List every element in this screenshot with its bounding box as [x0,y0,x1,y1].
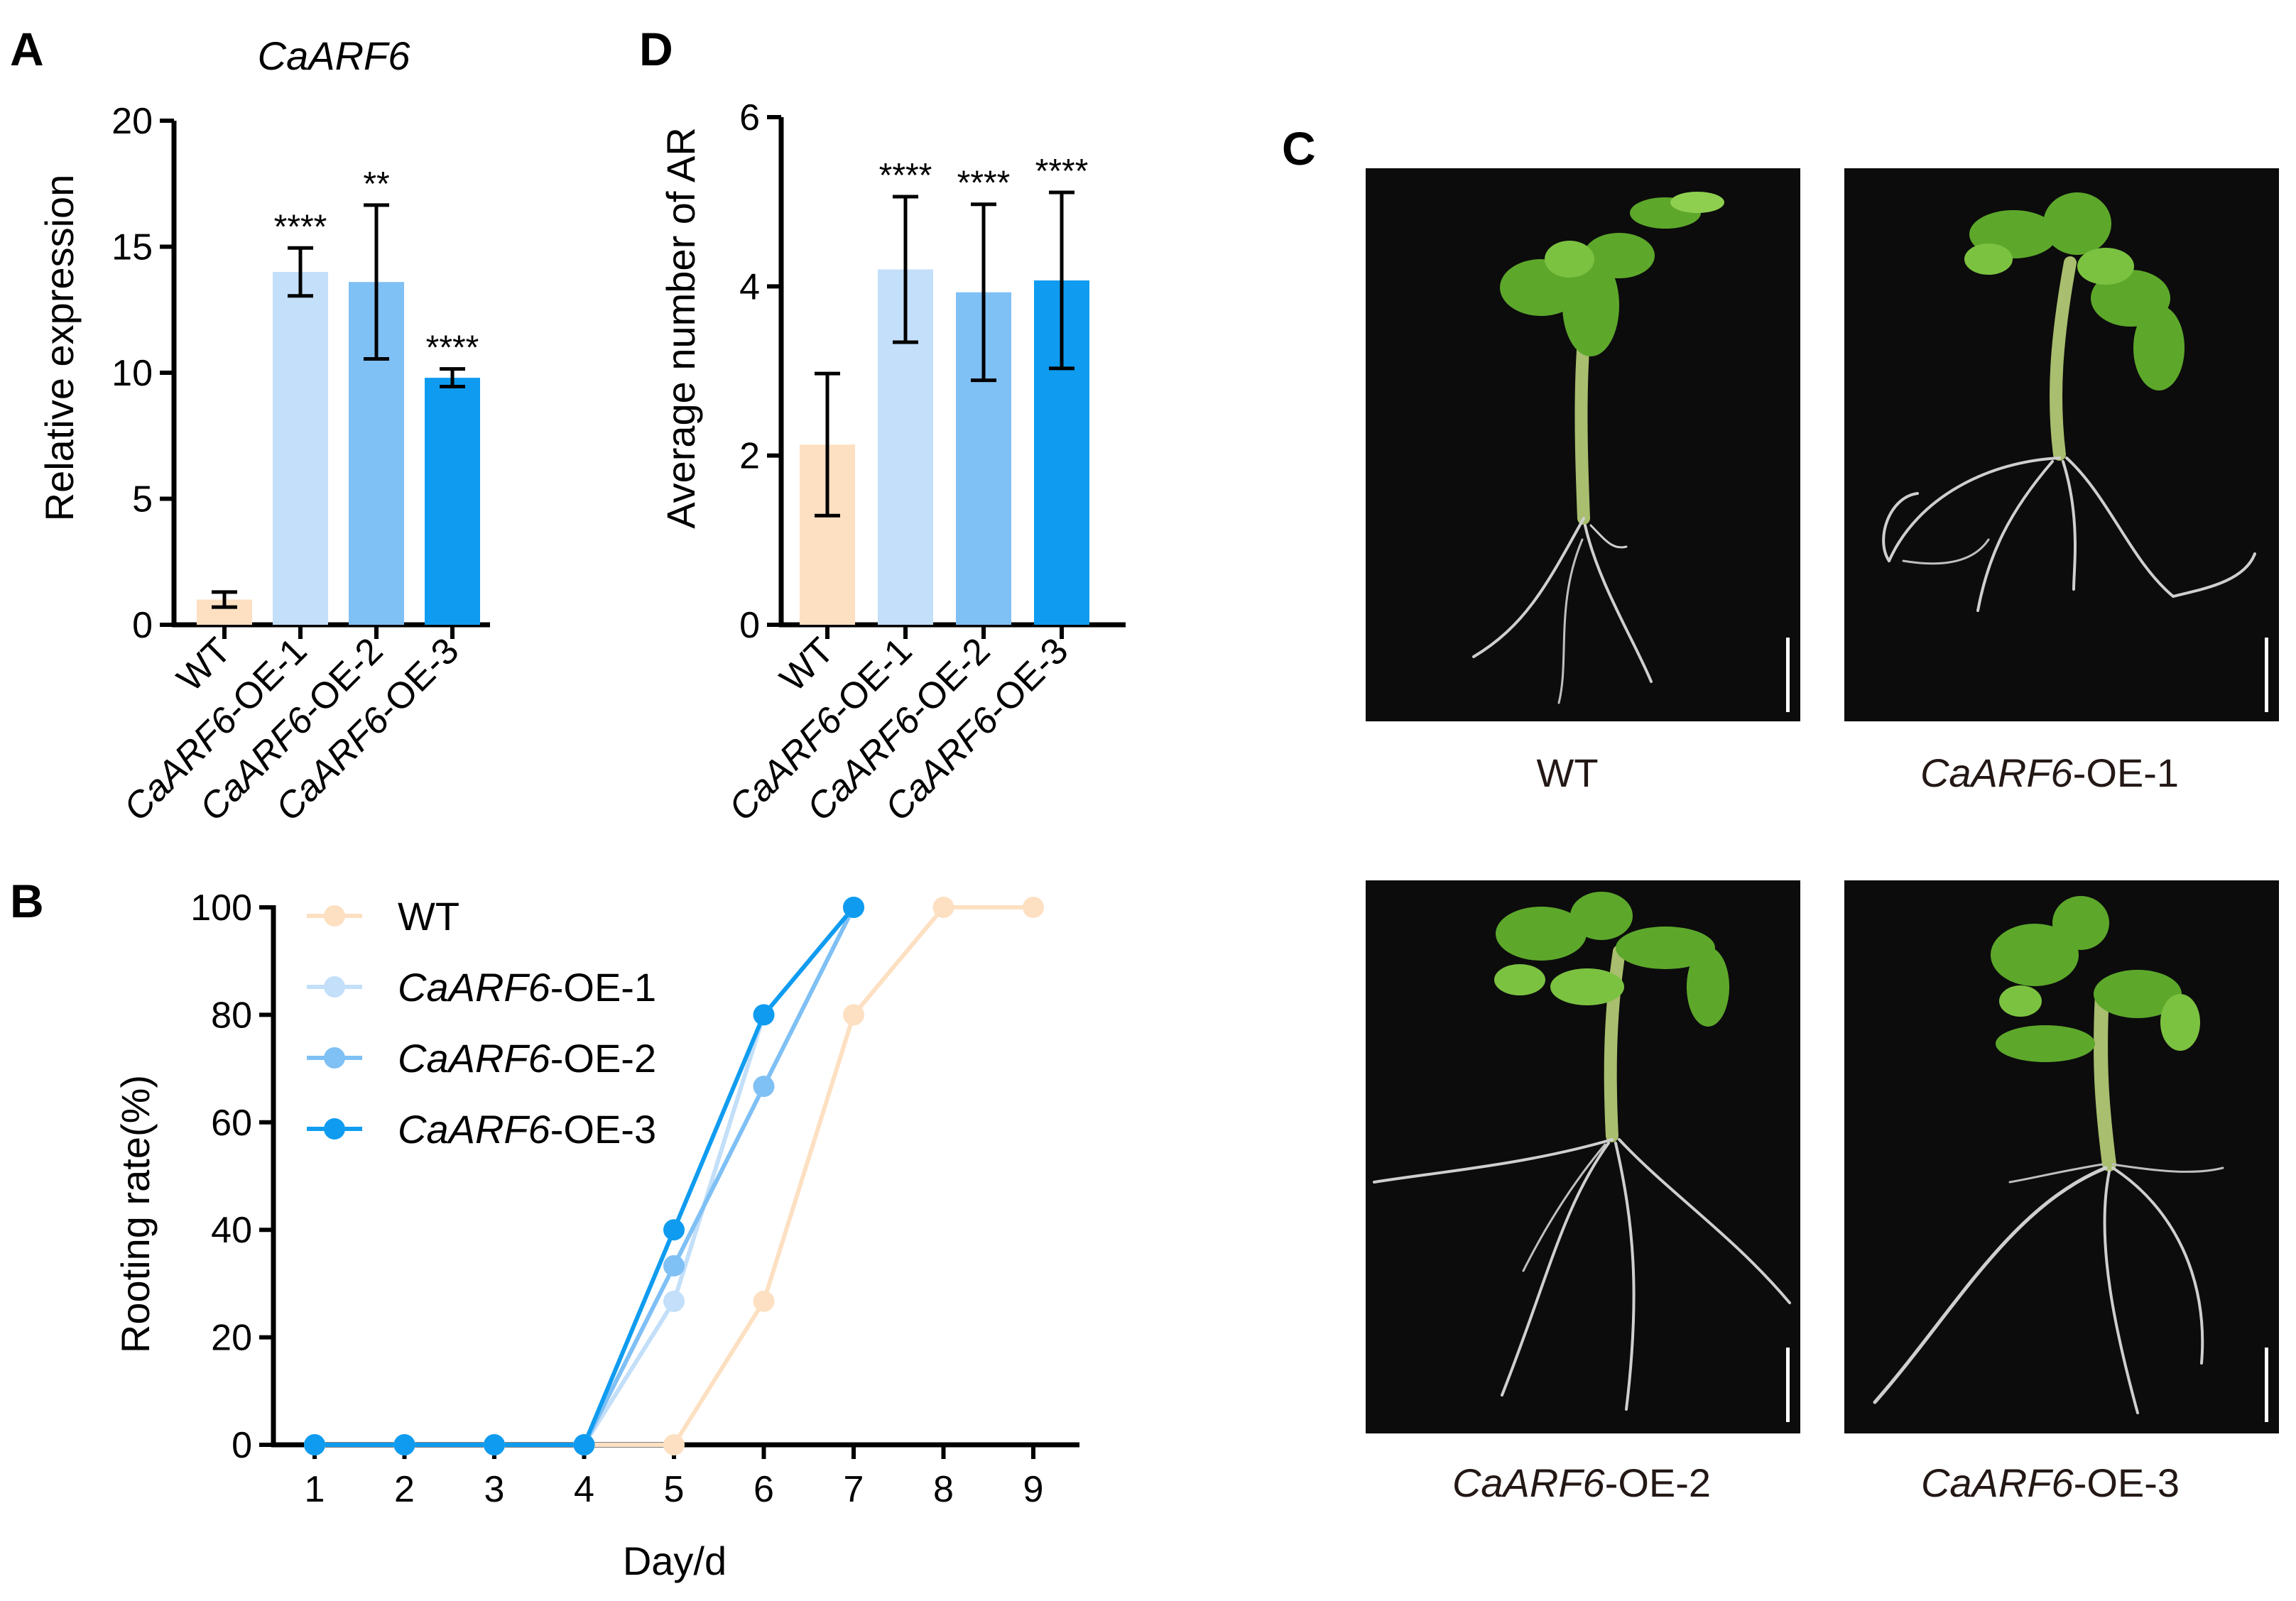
legend-marker [324,1118,345,1140]
x-tick-label: 8 [933,1469,954,1510]
x-tick-label: 6 [753,1469,774,1510]
seedling-photo-wt [1366,168,1800,721]
legend-label: WT [398,894,459,939]
chart-b-ylabel: Rooting rate(%) [113,1075,158,1353]
series-point-4 [304,1434,325,1455]
legend-marker [324,905,345,927]
series-point-3 [753,1076,775,1098]
photo-caption-wt: WT [1536,750,1598,795]
y-tick-label: 2 [739,436,760,477]
photo-caption-oe-2: CaARF6-OE-2 [1452,1460,1711,1505]
y-tick-label: 4 [739,266,760,307]
x-tick-label: 7 [844,1469,864,1510]
y-tick-label: 40 [211,1210,252,1251]
chart-a-expression: CaARF6 Relative expression 05101520WTCaA… [37,33,490,829]
series-point-4 [573,1434,595,1455]
significance-label: **** [1035,153,1089,190]
series-point-4 [663,1219,685,1241]
seedling-photo-oe-1 [1844,168,2279,721]
seedling-photo-oe-2 [1366,880,1800,1433]
legend-label: CaARF6-OE-3 [398,1107,656,1152]
panel-label-a: A [10,23,44,75]
y-tick-label: 0 [232,1425,252,1466]
y-tick-label: 100 [190,887,252,929]
y-tick-label: 80 [211,995,252,1036]
series-point-2 [663,1290,685,1312]
x-tick-label: 5 [664,1469,685,1510]
y-tick-label: 0 [132,605,153,646]
significance-label: **** [274,208,327,246]
photo-caption-oe-3: CaARF6-OE-3 [1921,1460,2180,1505]
x-tick-label: 9 [1023,1469,1044,1510]
legend-label: CaARF6-OE-2 [398,1036,656,1081]
series-point-4 [484,1434,505,1455]
x-tick-label: 4 [574,1469,594,1510]
significance-label: **** [957,165,1011,202]
y-tick-label: 5 [132,479,153,520]
significance-label: **** [426,329,479,367]
y-tick-label: 15 [111,227,153,268]
series-point-1 [663,1434,685,1455]
series-point-4 [393,1434,415,1455]
legend-marker [324,1047,345,1069]
series-point-1 [932,897,954,918]
bar-2 [273,272,328,625]
photo-caption-oe-1: CaARF6-OE-1 [1920,750,2179,795]
significance-label: **** [879,157,932,195]
y-tick-label: 10 [111,353,153,394]
chart-a-ylabel: Relative expression [37,175,82,522]
series-point-4 [843,897,864,918]
series-point-3 [663,1255,685,1277]
y-tick-label: 20 [111,101,153,142]
chart-d-ylabel: Average number of AR [658,127,703,529]
y-tick-label: 20 [211,1318,252,1359]
y-tick-label: 0 [739,605,760,646]
series-point-1 [1023,897,1044,918]
panel-c-photos: WT CaARF6-OE-1 CaARF6-OE-2 CaARF6-OE-3 [1366,168,2279,1505]
x-tick-label: 2 [394,1469,415,1510]
panel-label-c: C [1282,122,1316,175]
legend-marker [324,976,345,998]
series-point-1 [753,1290,775,1312]
series-point-1 [843,1004,864,1026]
seedling-photo-oe-3 [1844,880,2279,1433]
chart-d-ar-number: Average number of AR 0246WTCaARF6-OE-1Ca… [658,97,1126,829]
chart-b-rooting-rate: Rooting rate(%) Day/d 0 20 40 60 80 100 1 2 3 4 5 6… [113,887,1079,1583]
y-tick-label: 6 [739,97,760,138]
series-point-4 [753,1004,775,1026]
y-tick-label: 60 [211,1103,252,1144]
panel-label-d: D [639,23,673,75]
panel-label-b: B [10,875,44,927]
x-tick-label: 1 [305,1469,325,1510]
x-tick-label: 3 [484,1469,505,1510]
chart-b-xlabel: Day/d [623,1539,727,1583]
legend-label: CaARF6-OE-1 [398,965,656,1010]
chart-a-title: CaARF6 [258,33,411,78]
significance-label: ** [363,165,389,203]
bar-4 [425,378,480,625]
